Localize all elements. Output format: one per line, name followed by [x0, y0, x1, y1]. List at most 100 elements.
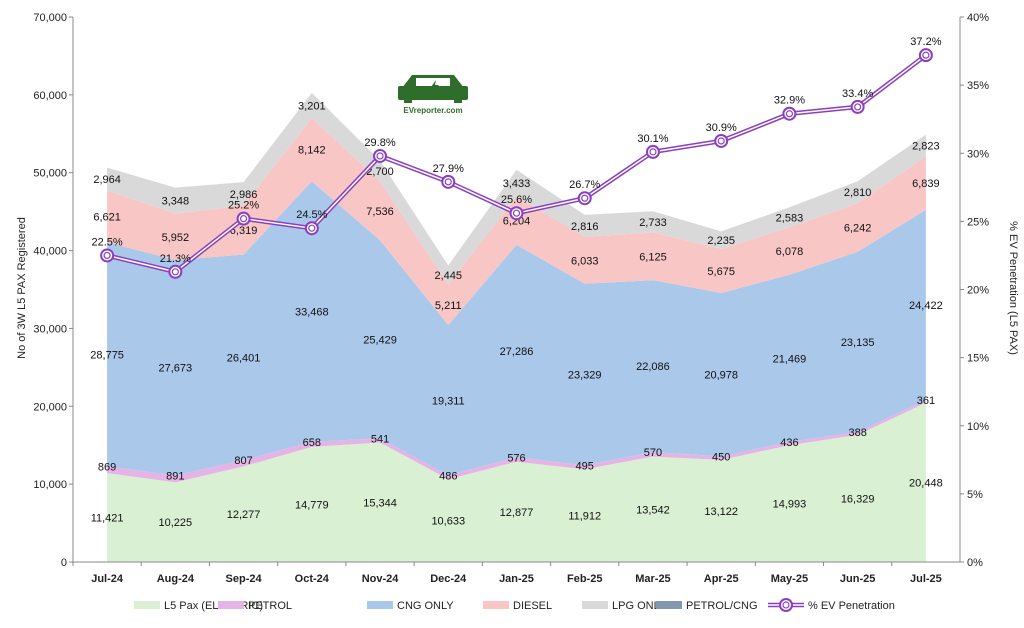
data-label-3: 6,839	[912, 178, 940, 190]
data-label-0: 15,344	[363, 497, 397, 509]
penetration-label: 22.5%	[92, 236, 123, 248]
data-label-4: 2,816	[571, 221, 599, 233]
data-label-4: 2,823	[912, 141, 940, 153]
data-labels-layer: 11,421 10,225 12,277 14,779 15,344 10,633 12,8…	[90, 100, 942, 529]
data-label-4: 2,583	[776, 212, 804, 224]
data-label-1: 891	[166, 470, 184, 482]
penetration-point-inner	[649, 148, 657, 156]
area-series-2	[107, 181, 926, 476]
x-tick-label: Jan-25	[499, 573, 534, 585]
y2-tick-label: 0%	[967, 557, 983, 569]
penetration-point	[236, 211, 251, 226]
data-label-1: 450	[712, 451, 730, 463]
data-label-4: 2,964	[93, 174, 121, 186]
data-label-3: 6,125	[639, 251, 667, 263]
y-tick-label: 70,000	[33, 12, 67, 24]
penetration-point-inner	[308, 224, 316, 232]
data-label-1: 807	[234, 455, 252, 467]
penetration-label: 32.9%	[774, 95, 805, 107]
penetration-point-inner	[103, 251, 111, 260]
y2-tick-label: 15%	[967, 353, 989, 365]
logo: EVreporter.com	[398, 75, 468, 115]
data-label-3: 5,675	[707, 266, 735, 278]
penetration-label: 30.1%	[637, 133, 668, 145]
penetration-point-inner	[239, 215, 248, 223]
axes-layer: 0 10,000 20,000 30,000 40,000 50,000 60,000 70,…	[33, 12, 989, 585]
legend-swatch	[483, 601, 509, 609]
y2-tick-label: 35%	[967, 80, 989, 92]
data-label-4: 2,810	[844, 187, 872, 199]
legend-swatch	[218, 601, 244, 609]
data-label-4: 2,445	[435, 270, 463, 282]
data-label-2: 26,401	[227, 352, 261, 364]
x-tick-label: May-25	[771, 573, 808, 585]
y2-tick-label: 10%	[967, 421, 989, 433]
data-label-0: 14,779	[295, 499, 329, 511]
x-tick-label: Aug-24	[157, 573, 195, 585]
data-label-3: 7,536	[366, 206, 394, 218]
x-tick-label: Feb-25	[567, 573, 602, 585]
data-label-4: 2,700	[366, 166, 394, 178]
logo-text: EVreporter.com	[403, 106, 462, 115]
x-tick-label: Sep-24	[226, 573, 263, 585]
data-label-2: 20,978	[704, 370, 738, 382]
legend-marker-inner	[782, 601, 790, 609]
penetration-label: 24.5%	[296, 209, 327, 221]
data-label-4: 2,986	[230, 189, 258, 201]
y-tick-label: 40,000	[33, 246, 67, 258]
y2-tick-label: 5%	[967, 489, 983, 501]
data-label-0: 11,912	[568, 511, 601, 523]
data-label-0: 10,633	[431, 516, 465, 528]
legend-label: CNG ONLY	[397, 600, 454, 612]
data-label-0: 16,329	[841, 493, 875, 505]
data-label-1: 486	[439, 470, 457, 482]
penetration-point-inner	[376, 152, 384, 160]
y-tick-label: 0	[61, 557, 67, 569]
penetration-point	[441, 174, 456, 189]
penetration-point	[850, 99, 865, 114]
data-label-3: 5,211	[435, 300, 462, 312]
penetration-point-inner	[581, 194, 589, 202]
data-label-3: 6,204	[503, 216, 531, 228]
data-label-3: 6,033	[571, 255, 599, 267]
data-label-0: 20,448	[909, 477, 943, 489]
data-label-1: 541	[371, 433, 389, 445]
data-label-3: 6,621	[93, 212, 121, 224]
y-tick-label: 60,000	[33, 90, 67, 102]
data-label-2: 22,086	[636, 361, 670, 373]
penetration-label: 25.2%	[228, 200, 259, 212]
data-label-1: 388	[848, 427, 866, 439]
penetration-label: 30.9%	[706, 122, 737, 134]
x-tick-label: Jun-25	[840, 573, 875, 585]
data-label-1: 570	[644, 447, 662, 459]
data-label-3: 6,319	[230, 225, 258, 237]
y-tick-label: 10,000	[33, 479, 67, 491]
penetration-point	[714, 133, 729, 148]
data-label-2: 27,286	[500, 346, 534, 358]
data-label-4: 2,235	[707, 235, 735, 247]
y-tick-label: 50,000	[33, 168, 67, 180]
legend-swatch	[134, 601, 160, 609]
data-label-2: 21,469	[773, 353, 807, 365]
data-label-2: 23,329	[568, 370, 602, 382]
data-label-2: 19,311	[432, 395, 465, 407]
data-label-3: 6,078	[776, 246, 804, 258]
data-label-0: 14,993	[773, 499, 807, 511]
penetration-point	[304, 221, 319, 236]
data-label-4: 3,348	[162, 196, 190, 208]
data-label-0: 11,421	[91, 513, 124, 525]
legend-swatch	[656, 601, 682, 609]
area-series-3	[107, 117, 926, 326]
y2-axis-title: % EV Penetration (L5 PAX)	[1007, 221, 1019, 355]
penetration-point	[509, 206, 524, 221]
y2-tick-label: 40%	[967, 12, 989, 24]
penetration-point-inner	[922, 51, 930, 59]
legend-label: DIESEL	[513, 600, 552, 612]
car-icon	[398, 75, 468, 103]
penetration-point	[645, 144, 660, 159]
data-label-2: 28,775	[90, 349, 124, 361]
data-label-1: 869	[98, 461, 116, 473]
area-series-0	[107, 402, 926, 562]
